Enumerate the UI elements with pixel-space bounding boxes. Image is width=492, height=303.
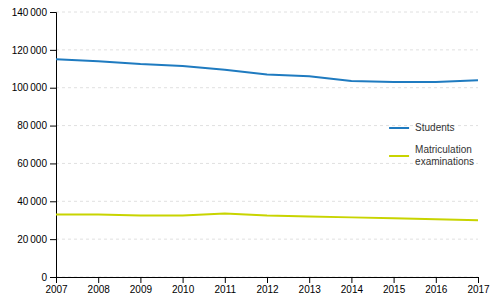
tick: 2014 (341, 277, 364, 295)
tick: 140 000 (12, 7, 56, 18)
tick-label: 2015 (383, 284, 406, 295)
grid-line (56, 201, 478, 202)
tick: 2008 (88, 277, 111, 295)
tick-mark (50, 277, 56, 278)
tick: 0 (41, 272, 56, 283)
legend-label-line: examinations (415, 156, 474, 167)
tick-label: 40 000 (17, 196, 47, 207)
tick: 2012 (256, 277, 279, 295)
tick: 80 000 (17, 120, 56, 131)
grid-line (56, 239, 478, 240)
legend-label: Matriculationexaminations (415, 144, 474, 167)
tick-mark (267, 277, 268, 283)
x-axis: 2007 2008 2009 2010 2011 2012 2013 2014 2015 2016… (45, 277, 490, 295)
tick-label: 2010 (172, 284, 195, 295)
lines (56, 59, 478, 220)
series-line (56, 59, 478, 82)
tick: 20 000 (17, 234, 56, 245)
tick-mark (50, 12, 56, 13)
tick-mark (98, 277, 99, 283)
tick: 40 000 (17, 196, 56, 207)
tick-label: 2009 (130, 284, 153, 295)
tick: 2009 (130, 277, 153, 295)
legend-swatch (389, 155, 409, 157)
tick: 2016 (425, 277, 448, 295)
legend-entry: Students (389, 122, 454, 133)
tick: 2013 (299, 277, 322, 295)
tick: 2017 (467, 277, 490, 295)
legend: Students Matriculationexaminations (389, 122, 474, 167)
tick-label: 140 000 (12, 7, 48, 18)
tick-mark (140, 277, 141, 283)
tick-label: 0 (41, 272, 47, 283)
tick-label: 2007 (45, 284, 68, 295)
chart: 2007 2008 2009 2010 2011 2012 2013 2014 2015 2016… (0, 0, 492, 303)
axis-line (57, 278, 479, 284)
tick-mark (183, 277, 184, 283)
tick: 120 000 (12, 45, 56, 56)
tick-label: 2012 (256, 284, 279, 295)
tick-label: 2017 (467, 284, 490, 295)
tick: 2010 (172, 277, 195, 295)
grid-line (56, 49, 478, 50)
tick-mark (225, 277, 226, 283)
tick-label: 2014 (341, 284, 364, 295)
tick-mark (309, 277, 310, 283)
tick-label: 2011 (215, 284, 237, 295)
tick: 2007 (45, 277, 68, 295)
legend-label-line: Students (415, 122, 454, 133)
tick-mark (50, 239, 56, 240)
tick-label: 120 000 (12, 45, 48, 56)
tick-label: 80 000 (17, 120, 47, 131)
tick: 2015 (383, 277, 406, 295)
tick-mark (50, 50, 56, 51)
tick-mark (50, 88, 56, 89)
tick: 60 000 (17, 158, 56, 169)
tick-mark (50, 126, 56, 127)
tick-mark (351, 277, 352, 283)
tick-label: 60 000 (17, 158, 47, 169)
grid-line (56, 12, 478, 13)
tick: 100 000 (12, 82, 56, 93)
tick-mark (436, 277, 437, 283)
axis-line (50, 13, 57, 278)
tick-label: 20 000 (17, 234, 47, 245)
grid-line (56, 87, 478, 88)
tick-label: 100 000 (12, 82, 48, 93)
tick-mark (50, 163, 56, 164)
tick-label: 2008 (88, 284, 111, 295)
tick-mark (394, 277, 395, 283)
grid (56, 12, 478, 277)
tick-mark (478, 277, 479, 283)
series-line (56, 214, 478, 221)
legend-label: Students (415, 122, 454, 133)
tick-mark (50, 201, 56, 202)
plot: 2007 2008 2009 2010 2011 2012 2013 2014 2015 2016… (12, 7, 490, 295)
legend-label-line: Matriculation (415, 144, 472, 155)
tick-label: 2013 (299, 284, 322, 295)
legend-entry: Matriculationexaminations (389, 144, 474, 167)
y-axis: 0 20 000 40 000 60 000 80 000 100 000 120 000 1… (12, 7, 57, 283)
legend-swatch (389, 127, 409, 129)
tick-label: 2016 (425, 284, 448, 295)
tick: 2011 (215, 277, 237, 295)
